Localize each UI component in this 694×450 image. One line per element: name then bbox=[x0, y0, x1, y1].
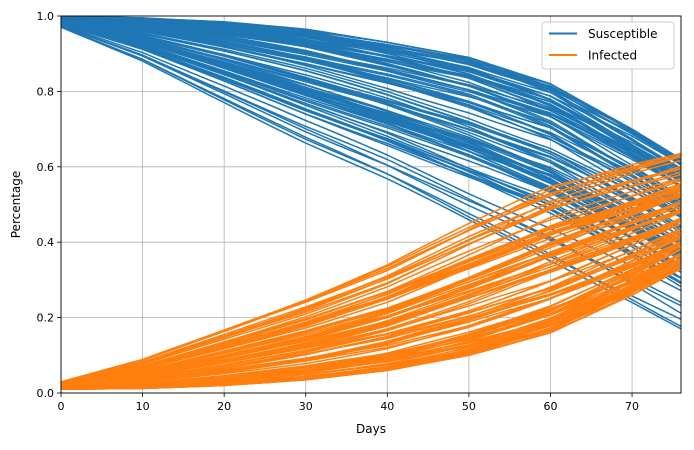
legend: Susceptible Infected bbox=[541, 21, 675, 70]
trajectory-line bbox=[61, 219, 681, 387]
trajectory-line bbox=[61, 255, 681, 390]
trajectory-line bbox=[61, 22, 681, 268]
trajectory-line bbox=[61, 20, 681, 242]
trajectory-line bbox=[61, 263, 681, 390]
trajectory-line bbox=[61, 227, 681, 388]
trajectory-line bbox=[61, 17, 681, 188]
x-tick-label: 30 bbox=[299, 400, 313, 413]
trajectory-line bbox=[61, 244, 681, 389]
trajectory-line bbox=[61, 21, 681, 256]
trajectory-line bbox=[61, 16, 681, 181]
trajectory-line bbox=[61, 185, 681, 385]
trajectory-line bbox=[61, 254, 681, 390]
x-tick-label: 40 bbox=[380, 400, 394, 413]
trajectory-line bbox=[61, 167, 681, 384]
x-tick-label: 10 bbox=[136, 400, 150, 413]
trajectory-line bbox=[61, 21, 681, 257]
legend-label-infected: Infected bbox=[588, 49, 637, 63]
trajectory-line bbox=[61, 16, 681, 175]
legend-label-susceptible: Susceptible bbox=[588, 27, 657, 41]
trajectory-line bbox=[61, 17, 681, 206]
y-tick-label: 0.2 bbox=[37, 312, 55, 325]
plot-frame bbox=[60, 15, 682, 394]
y-tick-label: 0.6 bbox=[37, 161, 55, 174]
trajectory-line bbox=[61, 20, 681, 227]
x-tick-label: 20 bbox=[217, 400, 231, 413]
x-tick-label: 0 bbox=[58, 400, 65, 413]
trajectory-line bbox=[61, 18, 681, 217]
trajectory-line bbox=[61, 155, 681, 383]
trajectory-line bbox=[61, 26, 681, 320]
x-tick-label: 50 bbox=[462, 400, 476, 413]
trajectory-line bbox=[61, 19, 681, 219]
trajectory-line bbox=[61, 18, 681, 215]
x-axis-label: Days bbox=[356, 422, 386, 436]
trajectory-line bbox=[61, 182, 681, 385]
trajectory-line bbox=[61, 16, 681, 171]
trajectory-line bbox=[61, 241, 681, 389]
trajectory-line bbox=[61, 19, 681, 215]
trajectory-line bbox=[61, 208, 681, 386]
trajectory-line bbox=[61, 16, 681, 187]
trajectory-line bbox=[61, 193, 681, 385]
trajectory-line bbox=[61, 253, 681, 389]
y-axis-label: Percentage bbox=[9, 171, 23, 239]
trajectory-line bbox=[61, 195, 681, 386]
x-tick-label: 70 bbox=[625, 400, 639, 413]
y-tick-label: 1.0 bbox=[37, 10, 55, 23]
x-tick-label: 60 bbox=[543, 400, 557, 413]
y-tick-label: 0.4 bbox=[37, 236, 55, 249]
tick-layer: 0 10 20 30 40 50 60 70 0.0 0.2 0.4 0.6 0.8 1.0 bbox=[37, 10, 640, 413]
trajectory-line bbox=[61, 223, 681, 388]
series-layer bbox=[61, 16, 681, 390]
series-infected bbox=[61, 152, 681, 390]
y-tick-label: 0.8 bbox=[37, 85, 55, 98]
y-tick-label: 0.0 bbox=[37, 387, 55, 400]
trajectory-line bbox=[61, 208, 681, 387]
